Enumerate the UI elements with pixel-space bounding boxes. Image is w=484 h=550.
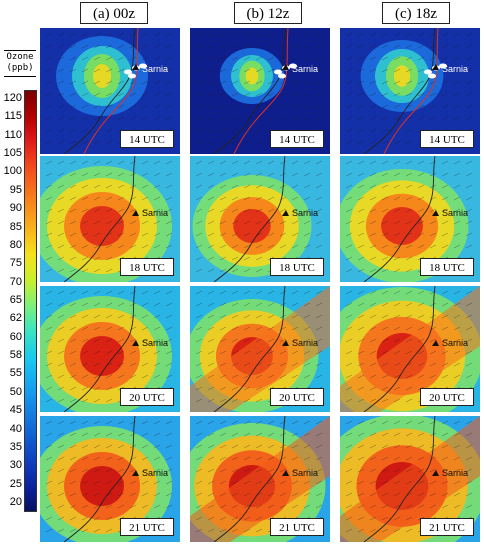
sarnia-label: Sarnia [442,208,469,218]
sarnia-label: Sarnia [442,468,469,478]
ozone-map-panel: Sarnia 20 UTC [190,286,330,412]
ozone-map-panel: Sarnia 20 UTC [40,286,180,412]
time-label: 14 UTC [120,130,174,148]
colorbar-tick-label: 110 [4,128,22,141]
colorbar-tick-label: 90 [9,202,22,215]
colorbar-tick-label: 55 [9,367,22,380]
ozone-map-panel: Sarnia 14 UTC [190,28,330,154]
time-label: 20 UTC [120,388,174,406]
colorbar-title: Ozone (ppb) [2,52,38,74]
ozone-map-panel: Sarnia 20 UTC [340,286,480,412]
colorbar-tick-label: 40 [9,422,22,435]
ozone-map-panel: Sarnia 21 UTC [190,416,330,542]
sarnia-label: Sarnia [442,338,469,348]
time-label: 20 UTC [270,388,324,406]
sarnia-label: Sarnia [142,468,169,478]
colorbar-tick-label: 100 [3,165,22,178]
ozone-map-panel: Sarnia 18 UTC [40,156,180,282]
column-header-18z: (c) 18z [382,2,450,24]
colorbar-tick-label: 50 [9,385,22,398]
colorbar-tick-label: 45 [9,404,22,417]
ozone-map-panel: Sarnia 14 UTC [40,28,180,154]
sarnia-label: Sarnia [142,338,169,348]
ozone-map-panel: Sarnia 21 UTC [40,416,180,542]
time-label: 14 UTC [420,130,474,148]
colorbar-tick-label: 115 [4,110,22,123]
colorbar-tick-label: 80 [9,238,22,251]
colorbar-title-rule [4,50,36,51]
sarnia-label: Sarnia [292,468,319,478]
sarnia-label: Sarnia [442,64,469,74]
ozone-map [340,156,480,282]
colorbar-tick-label: 85 [9,220,22,233]
colorbar-tick-label: 58 [9,349,22,362]
colorbar-tick-label: 65 [9,294,22,306]
colorbar-tick-label: 120 [3,92,22,104]
time-label: 14 UTC [270,130,324,148]
colorbar-tick-label: 20 [9,496,22,508]
time-label: 21 UTC [120,518,174,536]
colorbar-title-line2: (ppb) [6,63,34,73]
time-label: 21 UTC [270,518,324,536]
ozone-map [190,416,330,542]
ozone-map-panel: Sarnia 21 UTC [340,416,480,542]
sarnia-label: Sarnia [292,338,319,348]
colorbar-title-line1: Ozone [6,52,34,62]
time-label: 20 UTC [420,388,474,406]
ozone-map [340,286,480,412]
ozone-map [190,156,330,282]
ozone-map-panel: Sarnia 14 UTC [340,28,480,154]
ozone-map [340,416,480,542]
colorbar-tick-label: 25 [9,477,22,490]
ozone-map-panel: Sarnia 18 UTC [340,156,480,282]
colorbar-tick-label: 75 [9,257,22,270]
sarnia-label: Sarnia [292,64,319,74]
colorbar [24,90,37,512]
sarnia-label: Sarnia [142,64,169,74]
colorbar-title-underline [4,76,36,77]
sarnia-label: Sarnia [142,208,169,218]
colorbar-tick-label: 105 [3,147,22,160]
sarnia-label: Sarnia [292,208,319,218]
time-label: 18 UTC [120,258,174,276]
colorbar-tick-label: 95 [9,183,22,196]
time-label: 18 UTC [420,258,474,276]
ozone-map-panel: Sarnia 18 UTC [190,156,330,282]
time-label: 18 UTC [270,258,324,276]
colorbar-tick-label: 35 [9,440,22,453]
colorbar-tick-label: 60 [9,330,22,343]
column-header-00z: (a) 00z [80,2,148,24]
column-header-12z: (b) 12z [234,2,302,24]
time-label: 21 UTC [420,518,474,536]
colorbar-tick-label: 62 [9,312,22,325]
colorbar-tick-label: 70 [9,275,22,288]
colorbar-tick-label: 30 [9,459,22,472]
